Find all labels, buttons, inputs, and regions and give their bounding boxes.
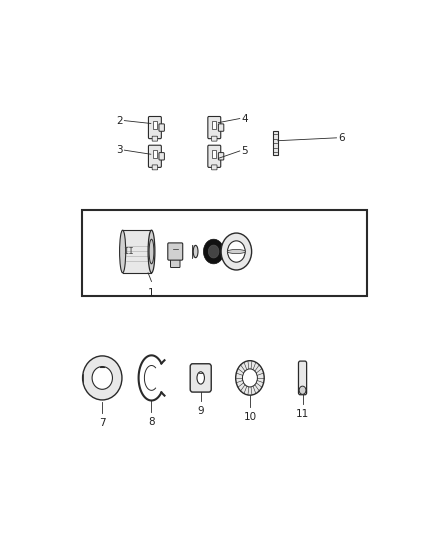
Ellipse shape	[120, 230, 126, 273]
Ellipse shape	[149, 239, 154, 264]
Circle shape	[221, 233, 251, 270]
FancyBboxPatch shape	[208, 117, 221, 139]
FancyBboxPatch shape	[159, 124, 164, 131]
FancyBboxPatch shape	[159, 152, 164, 160]
FancyBboxPatch shape	[152, 165, 158, 170]
Text: 7: 7	[99, 418, 106, 428]
Bar	[212, 122, 216, 129]
Bar	[82, 209, 367, 296]
Bar	[273, 131, 278, 155]
Ellipse shape	[92, 367, 113, 389]
FancyBboxPatch shape	[219, 152, 224, 160]
Circle shape	[208, 245, 219, 258]
Ellipse shape	[197, 372, 205, 384]
Text: 2: 2	[116, 116, 123, 126]
Bar	[123, 230, 152, 273]
Circle shape	[236, 361, 264, 395]
FancyBboxPatch shape	[190, 364, 211, 392]
Text: II: II	[123, 247, 134, 256]
Bar	[153, 122, 157, 129]
Bar	[192, 245, 196, 257]
FancyBboxPatch shape	[212, 136, 217, 141]
Text: 11: 11	[296, 409, 309, 419]
Text: 4: 4	[241, 114, 248, 124]
Text: 3: 3	[116, 145, 123, 155]
Text: 6: 6	[338, 133, 345, 143]
FancyBboxPatch shape	[152, 136, 158, 141]
Ellipse shape	[193, 245, 198, 257]
Ellipse shape	[148, 230, 155, 273]
Text: 1: 1	[148, 288, 155, 297]
Bar	[212, 150, 216, 158]
Circle shape	[227, 241, 245, 262]
Text: 9: 9	[198, 406, 204, 416]
Text: 8: 8	[148, 417, 155, 427]
FancyBboxPatch shape	[298, 361, 307, 395]
FancyBboxPatch shape	[219, 124, 224, 131]
Text: 5: 5	[241, 146, 248, 156]
FancyBboxPatch shape	[148, 145, 161, 167]
FancyBboxPatch shape	[148, 117, 161, 139]
Circle shape	[243, 369, 258, 387]
Text: 10: 10	[244, 411, 257, 422]
Circle shape	[203, 239, 224, 264]
FancyBboxPatch shape	[168, 243, 183, 260]
FancyBboxPatch shape	[170, 257, 180, 268]
Ellipse shape	[227, 249, 246, 254]
FancyBboxPatch shape	[212, 165, 217, 170]
Bar	[153, 150, 157, 158]
FancyBboxPatch shape	[208, 145, 221, 167]
Circle shape	[299, 386, 306, 394]
Ellipse shape	[83, 356, 122, 400]
